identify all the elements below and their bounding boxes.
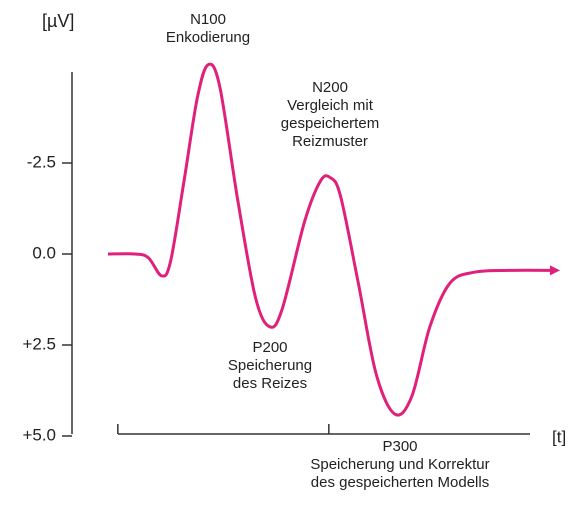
annotation: Vergleich mit	[287, 97, 374, 114]
y-tick-label: -2.5	[27, 152, 56, 171]
annotation: des Reizes	[233, 375, 307, 392]
annotation: N200	[312, 79, 348, 96]
y-tick-label: +5.0	[22, 425, 56, 444]
x-axis-label: [t]	[552, 427, 566, 446]
annotation: P300	[382, 438, 417, 455]
annotation: Reizmuster	[292, 133, 368, 150]
annotation: gespeichertem	[281, 115, 379, 132]
annotation: Speicherung und Korrektur	[310, 456, 489, 473]
erp-curve	[107, 62, 560, 417]
y-tick-label: 0.0	[32, 243, 56, 262]
annotation: Speicherung	[228, 357, 312, 374]
y-tick-label: +2.5	[22, 334, 56, 353]
annotation: des gespeicherten Modells	[311, 474, 489, 491]
annotation: N100	[190, 11, 226, 28]
annotation: Enkodierung	[166, 29, 250, 46]
y-axis-label: [µV]	[42, 11, 74, 31]
annotation: P200	[252, 339, 287, 356]
